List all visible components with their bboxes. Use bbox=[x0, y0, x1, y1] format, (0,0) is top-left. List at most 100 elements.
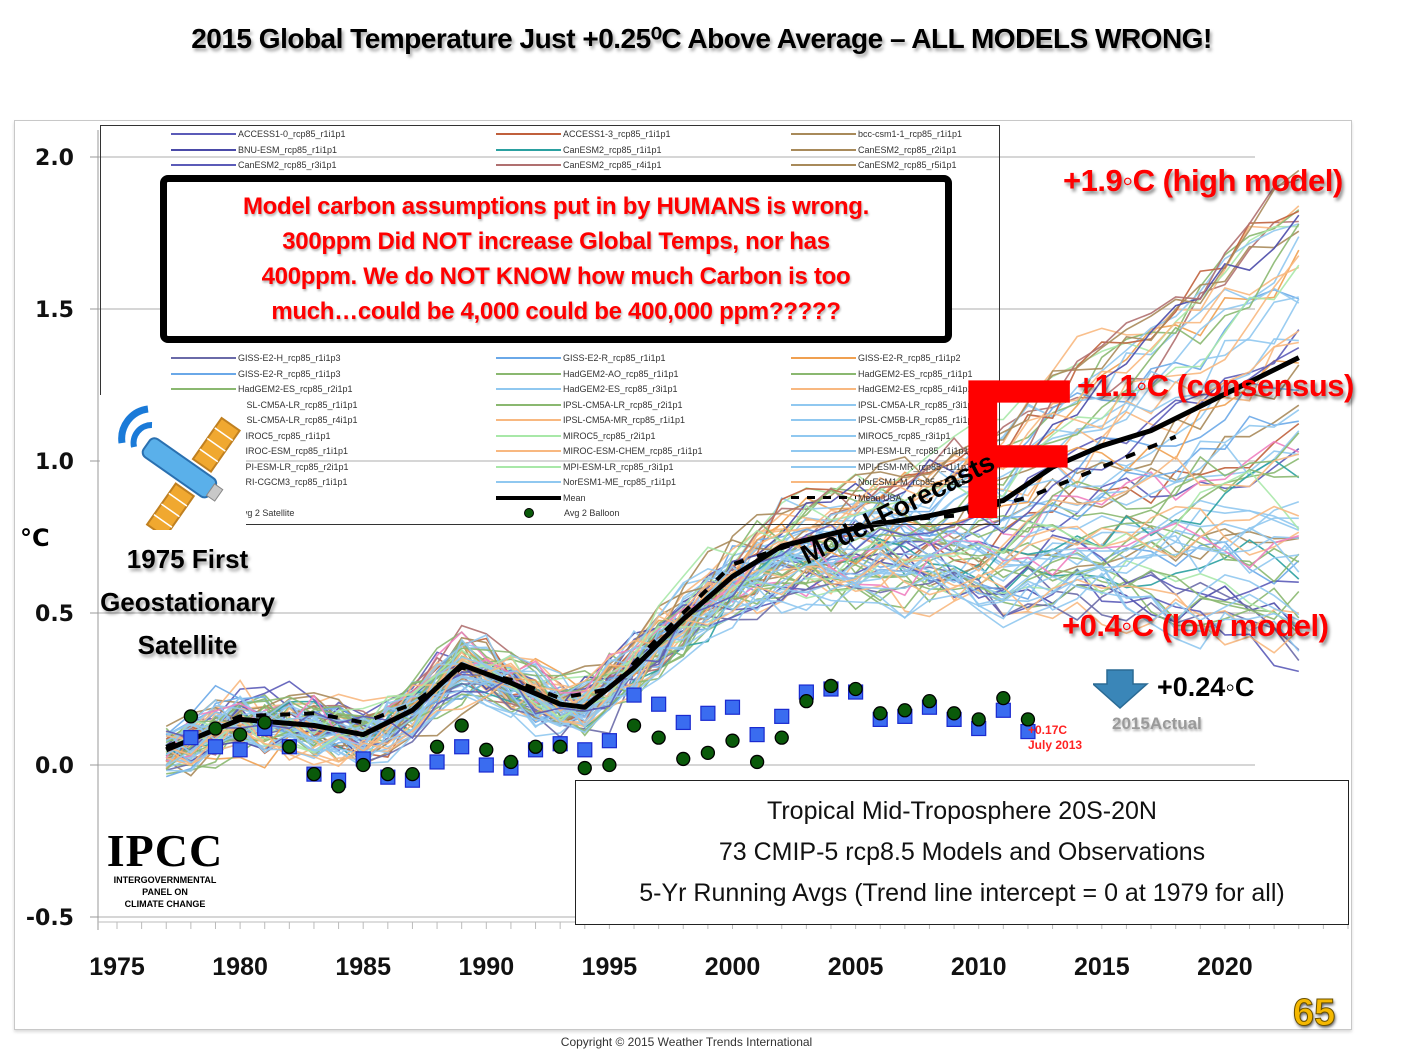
legend-label: BNU-ESM_rcp85_r1i1p1 bbox=[238, 144, 338, 155]
ipcc-name-line: PANEL ON bbox=[142, 887, 188, 897]
balloon-point bbox=[282, 739, 297, 754]
balloon-point bbox=[749, 754, 765, 770]
legend-item: CanESM2_rcp85_r4i1p1 bbox=[496, 160, 662, 170]
grade-f: F bbox=[955, 338, 1078, 561]
callout-line: 400ppm. We do NOT KNOW how much Carbon i… bbox=[261, 263, 851, 290]
legend-item: MPI-ESM-LR_rcp85_r3i1p1 bbox=[496, 462, 674, 472]
model-line bbox=[165, 505, 1300, 768]
low-model-label: +0.4◦C (low model) bbox=[1062, 608, 1329, 643]
legend-item: bcc-csm1-1_rcp85_r1i1p1 bbox=[791, 129, 962, 139]
callout-line: 300ppm Did NOT increase Global Temps, no… bbox=[282, 228, 830, 255]
x-tick-label: 1985 bbox=[335, 953, 391, 981]
legend-item: Mean USA bbox=[791, 493, 902, 503]
legend-swatch bbox=[171, 164, 236, 166]
satellite-point bbox=[232, 742, 248, 758]
ipcc-name-line: CLIMATE CHANGE bbox=[124, 899, 206, 909]
legend-label: MIROC5_rcp85_r1i1p1 bbox=[238, 430, 331, 441]
model-line bbox=[166, 553, 1299, 751]
legend-label: HadGEM2-ES_rcp85_r2i1p1 bbox=[238, 384, 353, 394]
legend-swatch bbox=[791, 372, 856, 375]
balloon-point bbox=[626, 718, 642, 733]
legend-item: NorESM1-M_rcp85_r1i1p1 bbox=[791, 477, 965, 487]
y-tick-label: -0.5 bbox=[26, 906, 74, 931]
callout-line: Model carbon assumptions put in by HUMAN… bbox=[242, 193, 870, 220]
satellite-annotation: 1975 First Geostationary Satellite bbox=[70, 538, 305, 667]
legend-swatch bbox=[791, 450, 856, 452]
legend-label: IPSL-CM5A-LR_rcp85_r2i1p1 bbox=[563, 399, 683, 410]
copyright: Copyright © 2015 Weather Trends Internat… bbox=[560, 1035, 813, 1049]
legend-swatch bbox=[496, 481, 561, 483]
balloon-point bbox=[232, 727, 248, 742]
legend-swatch bbox=[496, 148, 561, 151]
legend-swatch bbox=[524, 508, 534, 518]
satellite-point bbox=[626, 687, 642, 703]
legend-item: MPI-ESM-LR_rcp85_r1i1p1 bbox=[791, 446, 969, 456]
callout-line: much…could be 4,000 could be 400,000 ppm… bbox=[271, 298, 841, 325]
model-line bbox=[165, 553, 1300, 756]
y-tick-label: 2.0 bbox=[35, 146, 74, 171]
observation-markers bbox=[183, 678, 1036, 794]
legend-label: NorESM1-M_rcp85_r1i1p1 bbox=[858, 477, 966, 487]
x-tick-label: 2015 bbox=[1074, 953, 1130, 981]
legend-item: GISS-E2-R_rcp85_r1i1p3 bbox=[171, 369, 341, 379]
mean-line bbox=[165, 355, 1300, 753]
legend-label: CanESM2_rcp85_r3i1p1 bbox=[238, 160, 337, 170]
legend-label: MIROC-ESM_rcp85_r1i1p1 bbox=[238, 446, 349, 456]
legend-label: IPSL-CM5B-LR_rcp85_r1i1p1 bbox=[858, 415, 978, 425]
legend-swatch bbox=[791, 465, 856, 468]
legend-item: IPSL-CM5B-LR_rcp85_r1i1p1 bbox=[791, 415, 978, 425]
balloon-point bbox=[479, 742, 494, 757]
satellite-point bbox=[651, 696, 667, 712]
satellite-point bbox=[207, 739, 224, 755]
legend-label: MPI-ESM-LR_rcp85_r2i1p1 bbox=[238, 461, 349, 472]
legend-item: CanESM2_rcp85_r1i1p1 bbox=[496, 145, 662, 155]
legend-swatch bbox=[496, 357, 561, 359]
model-line bbox=[165, 575, 1300, 751]
x-tick-label: 1975 bbox=[89, 953, 145, 981]
july-2013-label: July 2013 bbox=[1028, 738, 1083, 752]
legend-label: IPSL-CM5A-LR_rcp85_r3i1p1 bbox=[858, 399, 978, 410]
legend-swatch bbox=[496, 372, 561, 375]
july-2013-annotation: +0.17C July 2013 bbox=[1028, 723, 1082, 753]
legend-item: HadGEM2-ES_rcp85_r2i1p1 bbox=[171, 384, 353, 394]
legend-label: Mean bbox=[563, 492, 586, 503]
x-tick-label: 1995 bbox=[582, 953, 638, 981]
satellite-icon-bg bbox=[100, 395, 246, 539]
satellite-text-line: Geostationary bbox=[100, 587, 275, 617]
legend-label: IPSL-CM5A-MR_rcp85_r1i1p1 bbox=[563, 415, 686, 425]
satellite-point bbox=[183, 730, 199, 746]
page-title: 2015 Global Temperature Just +0.25⁰C Abo… bbox=[191, 23, 1212, 54]
legend-item: Avg 2 Balloon bbox=[496, 508, 619, 518]
legend-swatch bbox=[791, 403, 856, 406]
model-line bbox=[165, 453, 1300, 767]
y-tick-label: 1.5 bbox=[35, 298, 74, 323]
legend-swatch bbox=[171, 372, 236, 375]
balloon-point bbox=[725, 733, 740, 748]
page-number: 65 bbox=[1292, 992, 1336, 1035]
legend-label: IPSL-CM5A-LR_rcp85_r1i1p1 bbox=[238, 399, 358, 410]
satellite-point bbox=[724, 699, 741, 715]
actual-2015-value: +0.24◦C bbox=[1157, 672, 1255, 702]
balloon-point bbox=[183, 709, 199, 724]
balloon-point bbox=[897, 703, 912, 718]
satellite-point bbox=[675, 714, 691, 731]
balloon-point bbox=[873, 706, 888, 721]
satellite-point bbox=[995, 702, 1011, 718]
legend-label: MIROC-ESM-CHEM_rcp85_r1i1p1 bbox=[563, 446, 703, 456]
legend-item: ACCESS1-0_rcp85_r1i1p1 bbox=[171, 129, 346, 139]
callout-box: Model carbon assumptions put in by HUMAN… bbox=[160, 175, 952, 343]
balloon-point bbox=[429, 739, 445, 754]
legend-item: ACCESS1-3_rcp85_r1i1p1 bbox=[496, 129, 671, 139]
legend-item: CanESM2_rcp85_r3i1p1 bbox=[171, 160, 337, 170]
model-line bbox=[166, 571, 1300, 771]
balloon-point bbox=[676, 751, 691, 767]
model-line bbox=[165, 255, 1300, 766]
legend-label: ACCESS1-3_rcp85_r1i1p1 bbox=[563, 129, 671, 139]
legend-swatch bbox=[791, 357, 856, 359]
balloon-point bbox=[331, 779, 346, 794]
legend-label: GISS-E2-R_rcp85_r1i1p2 bbox=[858, 353, 961, 363]
tick-labels: 2.0 1.5 1.0 0.5 0.0 -0.5 1975 1980 1985 1990 1995 2… bbox=[26, 146, 1253, 981]
info-line: Tropical Mid-Troposphere 20S-20N bbox=[767, 797, 1157, 825]
balloon-point bbox=[528, 739, 543, 754]
